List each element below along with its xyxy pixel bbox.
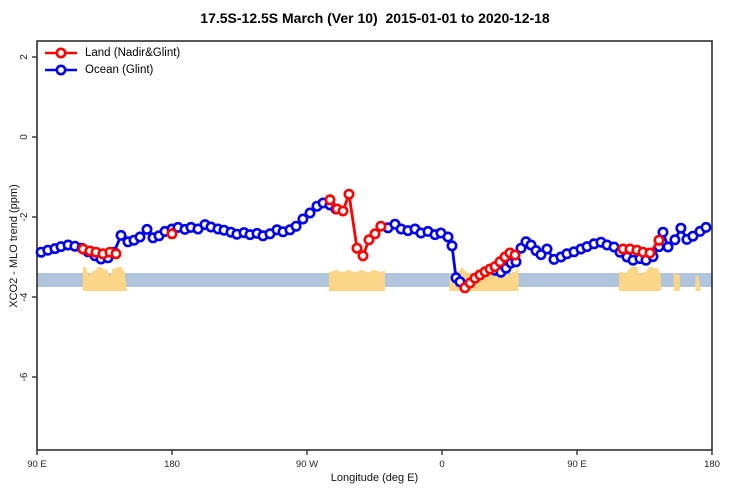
data-point bbox=[375, 220, 387, 232]
data-point bbox=[509, 249, 521, 261]
x-tick-label: 90 W bbox=[296, 459, 318, 470]
legend-label-land: Land (Nadir&Glint) bbox=[85, 46, 181, 59]
data-point bbox=[115, 229, 127, 241]
data-point bbox=[297, 213, 309, 225]
data-point bbox=[700, 221, 712, 233]
data-point bbox=[337, 205, 349, 217]
plot-border bbox=[36, 40, 713, 451]
data-point bbox=[166, 228, 178, 240]
x-tick-label: 0 bbox=[439, 459, 444, 470]
x-tick-label: 180 bbox=[704, 459, 720, 470]
data-point bbox=[343, 188, 355, 200]
series-line bbox=[493, 225, 708, 274]
land-topography-patch bbox=[673, 272, 680, 291]
data-point bbox=[110, 248, 122, 260]
land-topography-patch bbox=[82, 267, 127, 291]
data-point bbox=[653, 234, 665, 246]
data-point bbox=[304, 207, 316, 219]
y-tick-label: -4 bbox=[19, 292, 30, 301]
chart-title: 17.5S-12.5S March (Ver 10) 2015-01-01 to… bbox=[200, 10, 550, 26]
land-series-marker-icon bbox=[45, 47, 77, 58]
legend-item-land: Land (Nadir&Glint) bbox=[44, 44, 180, 61]
y-tick-label: -6 bbox=[19, 372, 30, 381]
data-point bbox=[290, 220, 302, 232]
land-topography-patch bbox=[695, 275, 701, 291]
x-tick-label: 180 bbox=[164, 459, 180, 470]
land-topography-patch bbox=[619, 267, 661, 291]
data-point bbox=[324, 194, 336, 206]
x-tick-label: 90 E bbox=[567, 459, 587, 470]
data-point bbox=[446, 240, 458, 252]
legend: Land (Nadir&Glint) Ocean (Glint) bbox=[44, 44, 180, 78]
y-tick-label: 2 bbox=[19, 54, 30, 60]
data-point bbox=[369, 228, 381, 240]
ocean-series-marker-icon bbox=[45, 64, 77, 75]
data-point bbox=[657, 226, 669, 238]
x-axis-title: Longitude (deg E) bbox=[330, 472, 419, 484]
land-topography-patch bbox=[328, 269, 385, 291]
y-axis-title: XCO2 - MLO trend (ppm) bbox=[8, 184, 20, 308]
data-point bbox=[687, 230, 699, 242]
data-point bbox=[141, 223, 153, 235]
data-point bbox=[541, 243, 553, 255]
data-point bbox=[363, 234, 375, 246]
data-point bbox=[662, 241, 674, 253]
x-tick-label: 90 E bbox=[27, 459, 47, 470]
data-point bbox=[675, 222, 687, 234]
y-tick-label: 0 bbox=[19, 134, 30, 140]
data-point bbox=[134, 231, 146, 243]
y-tick-label: -2 bbox=[19, 212, 30, 221]
legend-item-ocean: Ocean (Glint) bbox=[44, 61, 180, 78]
data-point bbox=[669, 234, 681, 246]
data-point bbox=[357, 250, 369, 262]
data-point bbox=[351, 242, 363, 254]
data-point bbox=[644, 247, 656, 259]
legend-label-ocean: Ocean (Glint) bbox=[85, 63, 154, 76]
data-point bbox=[442, 231, 454, 243]
